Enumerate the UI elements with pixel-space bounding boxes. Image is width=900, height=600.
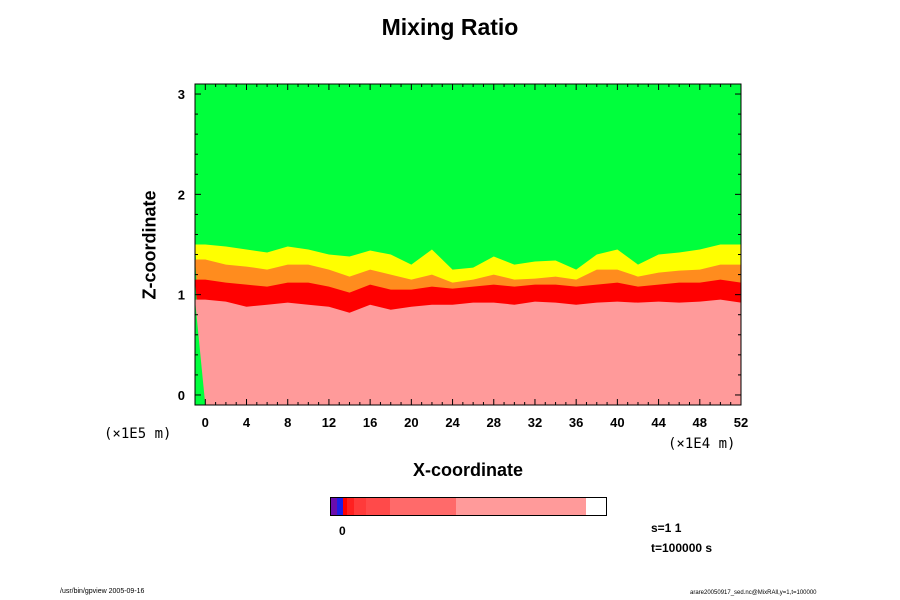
info-s: s=1 1 <box>651 521 682 535</box>
x-axis-label: X-coordinate <box>412 460 523 480</box>
y-tick-label-0: 0 <box>178 388 185 403</box>
plot-frame <box>194 83 742 406</box>
y-tick-label-1: 1 <box>178 288 185 303</box>
y-tick-label-3: 3 <box>178 87 185 102</box>
x-tick-label-12: 12 <box>322 415 336 430</box>
chart-title: Mixing Ratio <box>381 14 519 40</box>
y-axis-label: Z-coordinate <box>139 190 160 300</box>
colorbar-swatch <box>366 498 390 515</box>
x-tick-label-36: 36 <box>569 415 583 430</box>
colorbar-swatch <box>390 498 456 515</box>
colorbar-swatch <box>331 498 337 515</box>
region-pink <box>195 299 741 405</box>
x-tick-label-52: 52 <box>734 415 748 430</box>
x-tick-label-0: 0 <box>202 415 209 430</box>
colorbar-swatch <box>343 498 347 515</box>
footer-left: /usr/bin/gpview 2005-09-16 <box>60 588 145 595</box>
x-tick-label-8: 8 <box>284 415 291 430</box>
colorbar-swatch <box>347 498 354 515</box>
x-tick-label-16: 16 <box>363 415 377 430</box>
y-scale-label: (×1E5 m) <box>104 426 172 442</box>
x-tick-label-48: 48 <box>693 415 707 430</box>
x-tick-label-28: 28 <box>487 415 501 430</box>
x-tick-label-32: 32 <box>528 415 542 430</box>
x-tick-label-44: 44 <box>651 415 666 430</box>
x-tick-label-40: 40 <box>610 415 624 430</box>
x-scale-label: (×1E4 m) <box>668 436 736 452</box>
x-tick-label-4: 4 <box>243 415 251 430</box>
colorbar-swatch <box>337 498 343 515</box>
colorbar-swatch <box>456 498 586 515</box>
footer-right: arare20050917_sed.nc@MixRAll,y=1,t=10000… <box>690 590 817 596</box>
x-tick-label-20: 20 <box>404 415 418 430</box>
y-tick-label-2: 2 <box>178 187 185 202</box>
colorbar <box>330 497 607 516</box>
info-t: t=100000 s <box>651 541 713 555</box>
x-tick-label-24: 24 <box>445 415 460 430</box>
colorbar-swatch <box>354 498 366 515</box>
colorbar-label: 0 <box>339 524 346 538</box>
